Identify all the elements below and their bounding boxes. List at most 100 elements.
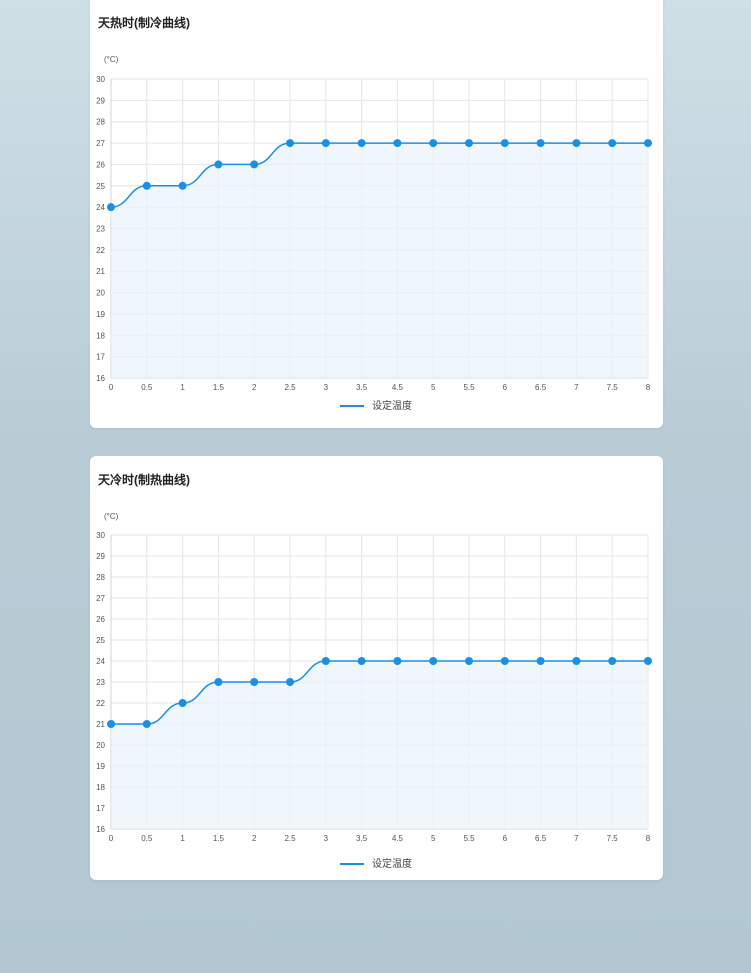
data-point xyxy=(465,139,473,148)
x-tick-label: 7.5 xyxy=(607,834,619,843)
x-tick-label: 7 xyxy=(574,834,579,843)
data-point xyxy=(142,720,151,728)
data-point xyxy=(572,139,581,148)
data-point xyxy=(107,720,115,728)
series-area xyxy=(111,143,648,378)
y-tick-label: 26 xyxy=(96,615,105,624)
y-tick-label: 25 xyxy=(96,182,105,191)
x-tick-label: 2 xyxy=(252,383,257,392)
y-tick-label: 29 xyxy=(96,96,105,105)
x-tick-label: 5.5 xyxy=(463,834,475,843)
y-tick-label: 28 xyxy=(96,573,105,582)
data-point xyxy=(214,678,223,686)
y-tick-label: 19 xyxy=(96,762,105,771)
x-tick-label: 0 xyxy=(109,834,114,843)
x-tick-label: 1.5 xyxy=(213,834,225,843)
data-point xyxy=(357,657,366,665)
x-tick-label: 8 xyxy=(646,383,651,392)
y-tick-label: 26 xyxy=(96,160,105,169)
x-tick-label: 2 xyxy=(252,834,257,843)
x-tick-label: 0.5 xyxy=(141,834,153,843)
data-point xyxy=(465,657,473,665)
x-tick-label: 4.5 xyxy=(392,383,404,392)
x-tick-label: 6.5 xyxy=(535,383,547,392)
data-point xyxy=(500,657,509,665)
x-tick-label: 1 xyxy=(180,834,185,843)
x-tick-label: 4.5 xyxy=(392,834,404,843)
x-tick-label: 3 xyxy=(324,383,329,392)
x-tick-label: 6 xyxy=(503,834,508,843)
y-tick-label: 23 xyxy=(96,678,105,687)
data-point xyxy=(286,139,294,148)
legend-label: 设定温度 xyxy=(372,857,412,870)
data-point xyxy=(644,657,652,665)
y-tick-label: 22 xyxy=(96,699,105,708)
series-line xyxy=(111,660,648,725)
data-point xyxy=(321,139,330,148)
chart-title: 天冷时(制热曲线) xyxy=(98,473,190,487)
x-tick-label: 7 xyxy=(574,383,579,392)
x-tick-label: 5.5 xyxy=(463,383,475,392)
x-tick-label: 3.5 xyxy=(356,834,368,843)
data-point xyxy=(393,657,402,665)
y-tick-label: 19 xyxy=(96,310,105,319)
x-tick-label: 1 xyxy=(180,383,185,392)
y-tick-label: 22 xyxy=(96,246,105,255)
y-axis-unit: (°C) xyxy=(104,55,119,64)
y-tick-label: 27 xyxy=(96,139,105,148)
y-tick-label: 17 xyxy=(96,804,105,813)
y-tick-label: 29 xyxy=(96,552,105,561)
y-tick-label: 16 xyxy=(96,825,105,834)
data-point xyxy=(608,657,617,665)
data-point xyxy=(608,139,617,148)
chart-card-cooling: 天热时(制冷曲线) (°C) 16 17 18 19 20 21 22 23 24 25 26 27 28… xyxy=(90,0,663,428)
y-tick-label: 21 xyxy=(96,267,105,276)
data-point xyxy=(142,181,151,190)
y-tick-label: 16 xyxy=(96,374,105,383)
y-tick-label: 30 xyxy=(96,75,105,84)
data-point xyxy=(250,678,259,686)
data-point xyxy=(536,657,545,665)
x-tick-label: 3.5 xyxy=(356,383,368,392)
y-tick-label: 20 xyxy=(96,289,105,298)
legend-label: 设定温度 xyxy=(372,399,412,412)
x-tick-label: 1.5 xyxy=(213,383,225,392)
data-point xyxy=(107,203,115,212)
y-tick-label: 18 xyxy=(96,783,105,792)
data-point xyxy=(572,657,581,665)
y-tick-label: 23 xyxy=(96,225,105,234)
y-tick-label: 17 xyxy=(96,353,105,362)
data-point xyxy=(286,678,294,686)
data-point xyxy=(178,181,187,190)
y-tick-label: 28 xyxy=(96,118,105,127)
chart-card-heating: 天冷时(制热曲线) (°C) 16 17 18 19 20 21 22 23 24 25 26 27 28… xyxy=(90,456,663,880)
data-point xyxy=(429,657,438,665)
x-tick-label: 0.5 xyxy=(141,383,153,392)
y-tick-label: 21 xyxy=(96,720,105,729)
y-tick-label: 25 xyxy=(96,636,105,645)
chart-title: 天热时(制冷曲线) xyxy=(98,16,190,30)
series-area xyxy=(111,661,648,829)
data-point xyxy=(644,139,652,148)
x-tick-label: 5 xyxy=(431,383,436,392)
x-tick-label: 6.5 xyxy=(535,834,547,843)
x-tick-label: 8 xyxy=(646,834,651,843)
data-point xyxy=(214,160,223,169)
data-point xyxy=(250,160,259,169)
data-point xyxy=(429,139,438,148)
data-point xyxy=(321,657,330,665)
y-tick-label: 20 xyxy=(96,741,105,750)
y-tick-label: 30 xyxy=(96,531,105,540)
data-point xyxy=(178,699,187,707)
x-tick-label: 0 xyxy=(109,383,114,392)
data-point xyxy=(393,139,402,148)
y-tick-label: 18 xyxy=(96,331,105,340)
y-tick-label: 27 xyxy=(96,594,105,603)
y-tick-label: 24 xyxy=(96,657,105,666)
data-point xyxy=(357,139,366,148)
x-tick-label: 2.5 xyxy=(284,383,296,392)
x-tick-label: 5 xyxy=(431,834,436,843)
data-point xyxy=(536,139,545,148)
x-tick-label: 3 xyxy=(324,834,329,843)
